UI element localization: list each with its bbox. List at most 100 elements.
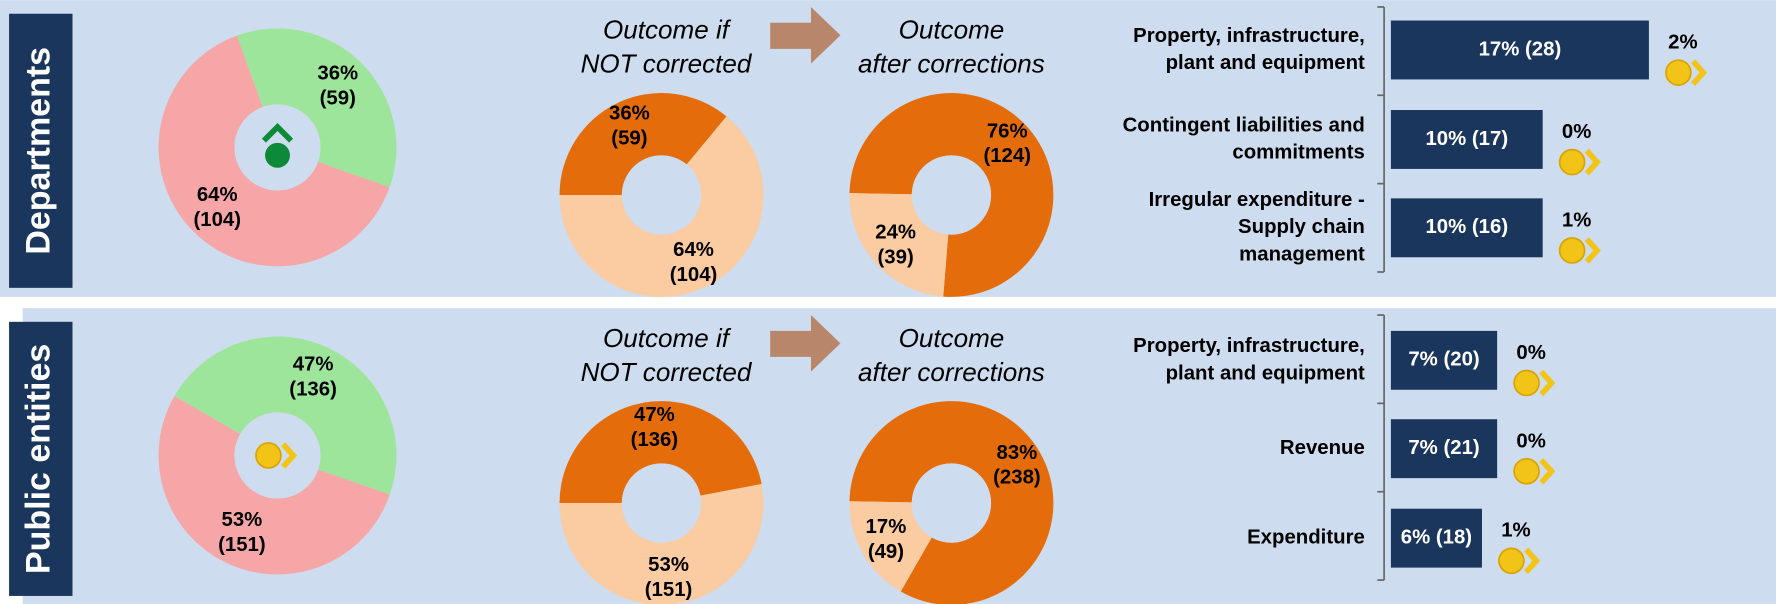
segment-percent: 24% (875, 221, 916, 243)
segment-count: (49) (868, 541, 904, 563)
status-icon (1524, 547, 1541, 575)
status-icon (261, 123, 294, 143)
segment-percent: 53% (648, 554, 689, 576)
bar-label: 10% (16) (1425, 216, 1508, 238)
segment-percent: 64% (673, 239, 714, 261)
status-icon (1665, 59, 1692, 86)
segment-percent: 36% (609, 103, 650, 125)
segment-count: (238) (993, 467, 1041, 489)
status-icon (1513, 369, 1540, 397)
segment-count: (136) (289, 379, 337, 401)
status-icon (1498, 547, 1525, 575)
donut-hole (911, 463, 992, 543)
donut-heading: Outcome if (603, 15, 732, 45)
bar-category: management (1239, 243, 1365, 265)
segment-percent: 17% (866, 516, 907, 538)
segment-percent: 36% (317, 63, 358, 85)
bar-category: Contingent liabilities and (1123, 114, 1365, 136)
bar (1390, 508, 1482, 568)
change-label: 0% (1562, 121, 1591, 143)
status-icon (1584, 148, 1601, 176)
side-tab (9, 13, 73, 288)
segment-count: (124) (983, 145, 1031, 167)
change-label: 0% (1516, 342, 1545, 364)
donut-segment (559, 93, 727, 195)
bar-category: Expenditure (1247, 527, 1365, 549)
change-label: 0% (1516, 430, 1545, 452)
bar-category: Revenue (1280, 437, 1365, 459)
status-icon (1584, 237, 1601, 264)
bar-category: Property, infrastructure, (1133, 335, 1365, 357)
bar (1390, 198, 1543, 258)
status-icon (1539, 458, 1556, 485)
side-tab (9, 321, 73, 596)
donut-heading: after corrections (858, 49, 1045, 79)
segment-count: (39) (878, 246, 914, 268)
segment-percent: 47% (293, 354, 334, 376)
donut-segment (559, 116, 764, 297)
change-label: 1% (1501, 520, 1530, 542)
bar (1390, 20, 1649, 80)
segment-count: (136) (631, 429, 679, 451)
donut-segment (559, 483, 764, 604)
donut-segment (849, 501, 932, 592)
donut-hole (621, 463, 702, 543)
donut-heading: NOT corrected (581, 49, 753, 79)
status-icon (281, 442, 298, 469)
donut-segment (849, 193, 949, 297)
change-label: 1% (1562, 209, 1591, 231)
segment-count: (104) (670, 264, 718, 286)
bar-category: commitments (1232, 141, 1364, 163)
segment-percent: 64% (197, 184, 238, 206)
status-icon (1558, 148, 1586, 176)
segment-count: (59) (320, 88, 356, 110)
change-label: 2% (1668, 32, 1697, 54)
bar-label: 7% (20) (1408, 349, 1479, 371)
arrow (770, 6, 841, 64)
donut-segment (559, 401, 762, 504)
donut-heading: Outcome if (603, 323, 732, 353)
bar-label: 7% (21) (1408, 437, 1479, 459)
bar-category: plant and equipment (1166, 52, 1365, 74)
donut-heading: Outcome (899, 323, 1005, 353)
donut-segment (158, 35, 390, 267)
donut-hole (911, 155, 992, 235)
segment-percent: 53% (222, 509, 263, 531)
bar-category: Irregular expenditure - (1149, 189, 1365, 211)
donut-heading: Outcome (899, 15, 1005, 45)
arrow (770, 315, 841, 372)
bar-category: Property, infrastructure, (1133, 25, 1365, 47)
segment-count: (104) (193, 209, 241, 231)
bar (1390, 419, 1498, 479)
segment-count: (151) (645, 579, 693, 601)
segment-percent: 47% (634, 404, 675, 426)
donut-heading: after corrections (858, 357, 1045, 387)
segment-percent: 83% (997, 442, 1038, 464)
status-icon (265, 142, 290, 168)
segment-percent: 76% (987, 120, 1028, 142)
donut-hole (621, 155, 702, 235)
segment-count: (59) (611, 128, 647, 150)
panel-title: Departments (20, 47, 58, 255)
status-icon (1539, 369, 1556, 397)
segment-count: (151) (218, 534, 266, 556)
status-icon (1513, 458, 1540, 485)
donut-segment (236, 28, 397, 188)
bar-category: plant and equipment (1166, 362, 1365, 384)
bar-label: 10% (17) (1425, 128, 1508, 150)
donut-segment (174, 336, 397, 495)
panel-title: Public entities (20, 344, 58, 574)
bar-category: Supply chain (1238, 216, 1365, 238)
bar-label: 17% (28) (1479, 38, 1562, 60)
status-icon (255, 442, 282, 469)
donut-segment (849, 401, 1054, 604)
bar (1390, 330, 1498, 390)
donut-segment (158, 396, 390, 575)
donut-segment (849, 93, 1054, 297)
donut-heading: NOT corrected (581, 357, 753, 387)
status-icon (1690, 59, 1708, 86)
bar (1390, 110, 1543, 169)
bar-label: 6% (18) (1401, 527, 1472, 549)
